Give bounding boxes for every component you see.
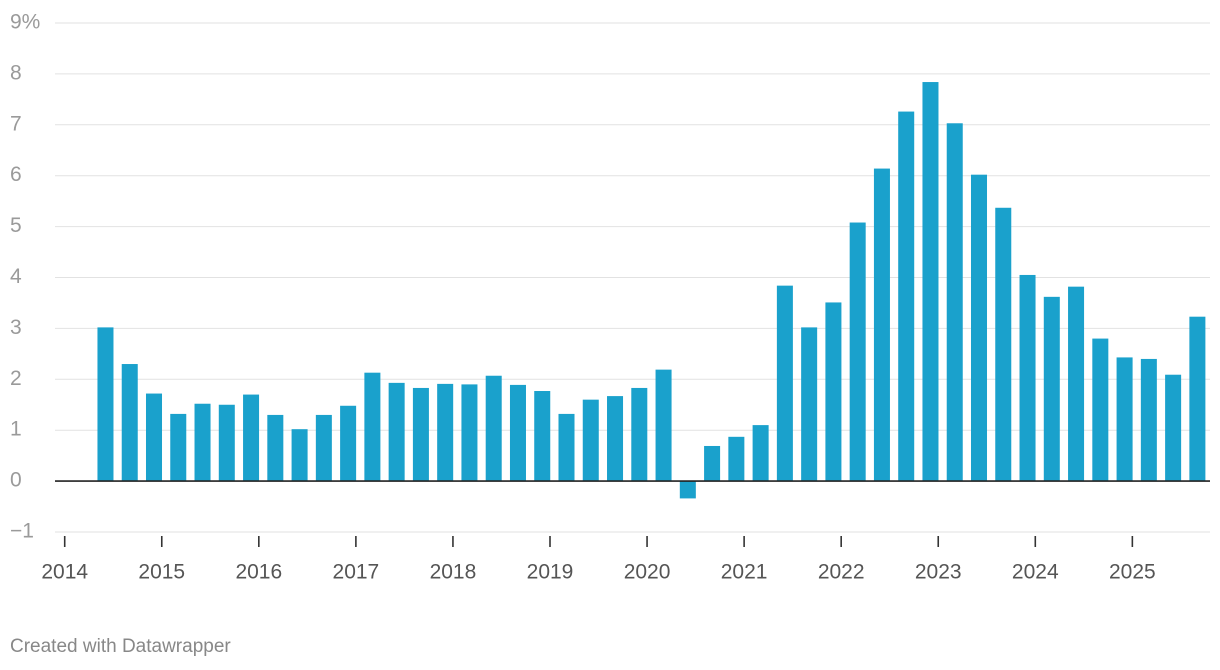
bar — [704, 445, 721, 482]
bar — [849, 222, 866, 482]
bar — [582, 399, 599, 482]
bar — [946, 123, 963, 482]
y-tick-label: 9% — [10, 11, 40, 34]
footer: Created with Datawrapper — [10, 636, 231, 657]
bar — [364, 372, 381, 482]
x-tick-label: 2015 — [138, 561, 185, 584]
bar — [922, 82, 939, 482]
bar — [1068, 286, 1085, 482]
y-tick-label: 7 — [10, 112, 22, 135]
bar — [121, 364, 138, 482]
bar — [1043, 296, 1060, 482]
bar — [995, 207, 1012, 482]
x-tick-label: 2023 — [915, 561, 962, 584]
bar — [607, 396, 624, 482]
bar — [1092, 338, 1109, 482]
bar — [509, 384, 526, 482]
x-tick-label: 2014 — [41, 561, 88, 584]
y-tick-label: 3 — [10, 316, 22, 339]
y-tick-label: 2 — [10, 367, 22, 390]
bar — [340, 405, 357, 482]
bar — [631, 387, 648, 482]
x-tick-label: 2019 — [527, 561, 574, 584]
bar — [1019, 274, 1036, 482]
x-tick-label: 2025 — [1109, 561, 1156, 584]
y-tick-label: 8 — [10, 61, 22, 84]
bar — [412, 387, 429, 482]
bar — [267, 414, 284, 482]
bar — [679, 481, 696, 499]
x-tick-label: 2022 — [818, 561, 865, 584]
y-tick-label: 4 — [10, 265, 22, 288]
bar — [194, 403, 211, 482]
bar — [218, 404, 235, 482]
bar — [1140, 358, 1157, 482]
bar — [461, 384, 478, 482]
bar — [485, 375, 502, 482]
bar — [970, 174, 988, 482]
bar — [873, 168, 890, 482]
x-tick-label: 2020 — [624, 561, 671, 584]
y-tick-label: 6 — [10, 163, 22, 186]
bar — [243, 394, 260, 482]
bar — [801, 327, 818, 482]
bar — [291, 429, 308, 482]
bar — [898, 111, 915, 482]
bar — [1189, 316, 1206, 482]
x-tick-label: 2021 — [721, 561, 768, 584]
y-tick-label: 1 — [10, 418, 22, 441]
x-tick-label: 2017 — [333, 561, 380, 584]
bar — [752, 425, 769, 482]
bar — [558, 413, 575, 482]
y-tick-label: −1 — [10, 520, 34, 543]
x-tick-label: 2024 — [1012, 561, 1059, 584]
bar — [315, 414, 332, 482]
bar — [437, 383, 454, 482]
bar — [825, 302, 842, 482]
x-tick-label: 2016 — [235, 561, 282, 584]
bar — [655, 369, 672, 482]
bar — [1165, 374, 1182, 482]
y-tick-label: 0 — [10, 469, 22, 492]
bar — [1116, 357, 1133, 482]
bar — [145, 393, 163, 482]
bar — [170, 413, 187, 482]
bar — [776, 285, 793, 482]
bar — [388, 382, 405, 482]
bar — [97, 327, 114, 482]
bar — [534, 391, 551, 482]
x-tick-label: 2018 — [430, 561, 477, 584]
y-tick-label: 5 — [10, 214, 22, 237]
bar — [728, 436, 745, 482]
